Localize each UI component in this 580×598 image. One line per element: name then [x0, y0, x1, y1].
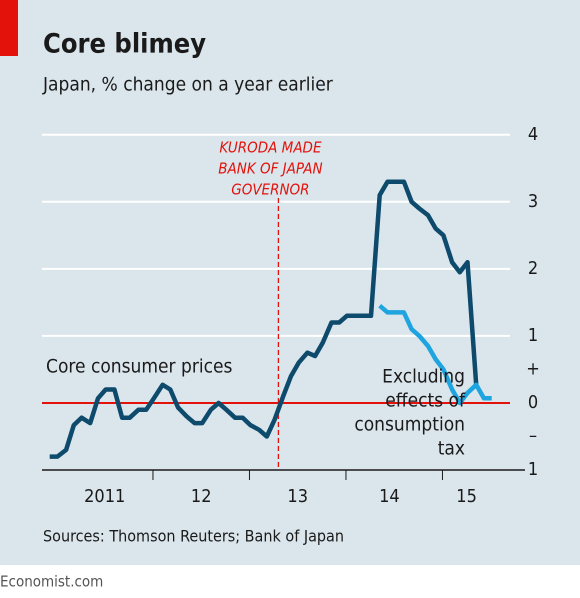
annotation-text: BANK OF JAPAN — [218, 160, 322, 178]
y-tick-label: 2 — [528, 258, 538, 279]
y-tick-label: 4 — [528, 124, 538, 145]
series-label: Core consumer prices — [46, 356, 233, 378]
sign-label: – — [529, 425, 537, 446]
series-line — [378, 303, 492, 406]
source: Sources: Thomson Reuters; Bank of Japan — [43, 527, 344, 546]
series-label: effects of — [385, 390, 466, 412]
annotation-text: KURODA MADE — [219, 139, 322, 157]
series-label: tax — [438, 438, 465, 460]
red-tag — [0, 0, 18, 56]
series-label: Excluding — [382, 366, 465, 388]
y-tick-label: 1 — [528, 459, 538, 480]
y-tick-label: 1 — [528, 325, 538, 346]
x-tick-label: 12 — [191, 486, 212, 507]
x-tick-label: 13 — [287, 486, 308, 507]
panel — [0, 0, 580, 565]
y-tick-label: 0 — [528, 392, 538, 413]
chart-title: Core blimey — [43, 29, 206, 60]
annotation-text: GOVERNOR — [231, 181, 309, 199]
x-tick-label: 2011 — [84, 486, 125, 507]
sign-label: + — [526, 358, 540, 379]
subtitle: Japan, % change on a year earlier — [42, 74, 334, 96]
y-tick-label: 3 — [528, 191, 538, 212]
x-tick-label: 15 — [456, 486, 477, 507]
x-tick-label: 14 — [379, 486, 400, 507]
series-line — [49, 179, 479, 459]
footer: Economist.com — [0, 573, 103, 591]
series-label: consumption — [354, 414, 465, 436]
